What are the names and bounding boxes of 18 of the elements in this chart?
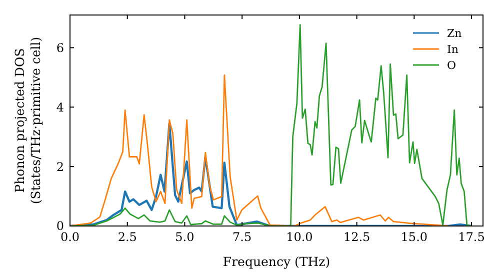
x-tick-label: 2.5 — [118, 230, 137, 244]
legend-label: O — [447, 58, 456, 72]
y-tick-label: 2 — [56, 160, 64, 174]
legend-label: Zn — [447, 26, 462, 40]
x-tick-label: 7.5 — [232, 230, 252, 244]
line-series — [70, 122, 473, 226]
y-tick-label: 4 — [56, 100, 64, 114]
y-tick-label: 6 — [56, 40, 64, 55]
x-tick-label: 10.0 — [286, 230, 313, 244]
x-tick-label: 5.0 — [175, 230, 194, 244]
x-axis-title: Frequency (THz) — [222, 254, 330, 269]
x-tick-label: 12.5 — [343, 230, 370, 244]
line-series — [70, 74, 450, 226]
legend-label: In — [447, 42, 458, 56]
x-tick-label: 15.0 — [400, 230, 428, 244]
y-axis-title: Phonon projected DOS (States/THz·primitive cell) — [12, 36, 43, 204]
x-tick-label: 17.5 — [458, 230, 485, 244]
line-series — [70, 24, 472, 226]
